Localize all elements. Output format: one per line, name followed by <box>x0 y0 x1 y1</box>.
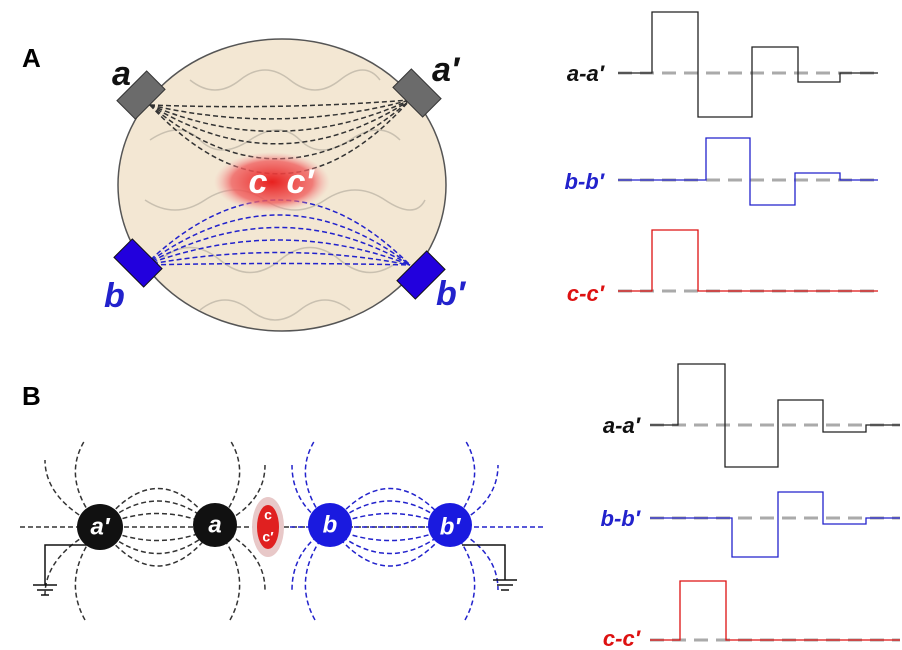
trace-label: b-b′ <box>565 169 606 194</box>
electrode-label: a′ <box>90 513 110 540</box>
trace-label: b-b′ <box>601 506 642 531</box>
panel-label: B <box>22 381 41 411</box>
electrode-label: b′ <box>440 513 462 540</box>
source-label: c <box>249 163 268 201</box>
electrode-label: a <box>112 55 131 93</box>
traces-b <box>650 364 900 640</box>
electrode-label: b <box>323 511 338 538</box>
traces-a <box>618 12 878 291</box>
figure: A c c′ a a′ b b′ a-a′ b-b′ c-c′ B a′ a c… <box>0 0 902 650</box>
source-label: c′ <box>262 529 274 545</box>
electrode-label: a′ <box>432 51 461 89</box>
panel-label: A <box>22 43 41 73</box>
trace-label: a-a′ <box>567 61 606 86</box>
electrode-label: b <box>104 277 125 315</box>
electrode-label: b′ <box>436 275 467 313</box>
electrode-label: a <box>208 511 221 538</box>
trace-label: a-a′ <box>603 413 642 438</box>
source-label: c′ <box>286 163 315 201</box>
trace-label: c-c′ <box>603 626 642 650</box>
trace-label: c-c′ <box>567 281 606 306</box>
source-label: c <box>264 507 272 523</box>
